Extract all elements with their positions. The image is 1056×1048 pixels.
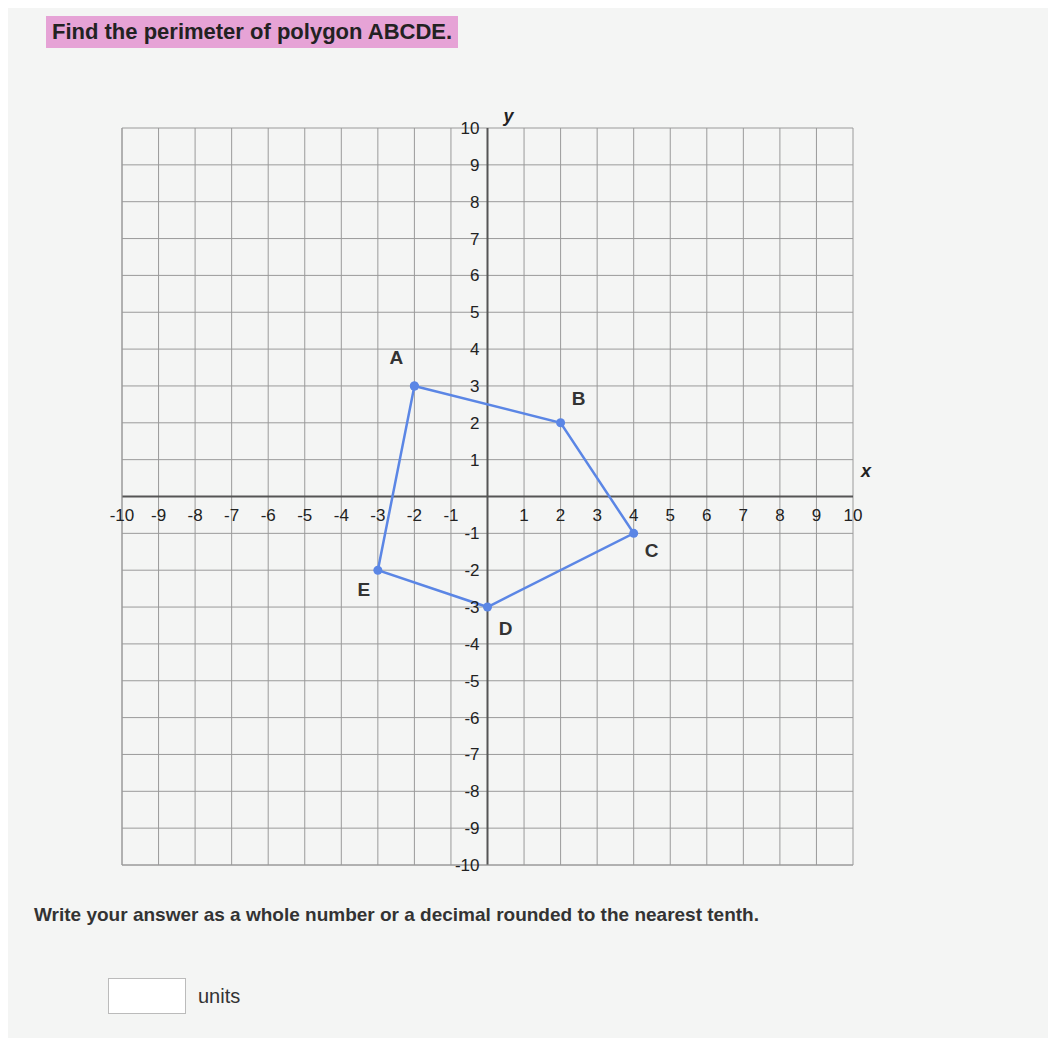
svg-text:5: 5 bbox=[666, 506, 675, 525]
html-text:x: x bbox=[861, 460, 871, 481]
svg-text:-2: -2 bbox=[407, 506, 422, 525]
svg-text:-6: -6 bbox=[464, 709, 479, 728]
html-text:units: units bbox=[198, 984, 241, 1007]
svg-text:B: B bbox=[572, 388, 586, 409]
svg-text:4: 4 bbox=[629, 506, 638, 525]
svg-text:-1: -1 bbox=[464, 524, 479, 543]
svg-text:4: 4 bbox=[470, 340, 479, 359]
svg-text:-4: -4 bbox=[464, 635, 479, 654]
svg-text:6: 6 bbox=[702, 506, 711, 525]
svg-text:-9: -9 bbox=[151, 506, 166, 525]
svg-text:-5: -5 bbox=[297, 506, 312, 525]
svg-text:-3: -3 bbox=[464, 598, 479, 617]
svg-text:E: E bbox=[358, 579, 371, 600]
svg-text:6: 6 bbox=[470, 266, 479, 285]
svg-text:D: D bbox=[499, 618, 513, 639]
svg-text:10: 10 bbox=[844, 506, 863, 525]
svg-text:C: C bbox=[645, 540, 659, 561]
svg-text:3: 3 bbox=[592, 506, 601, 525]
svg-text:A: A bbox=[390, 347, 404, 368]
svg-text:8: 8 bbox=[775, 506, 784, 525]
svg-text:-4: -4 bbox=[334, 506, 349, 525]
svg-text:10: 10 bbox=[461, 119, 480, 138]
svg-text:1: 1 bbox=[519, 506, 528, 525]
svg-text:-8: -8 bbox=[464, 782, 479, 801]
html-text:Find the perimeter of polygon: Find the perimeter of polygon ABCDE. bbox=[52, 19, 453, 44]
svg-text:7: 7 bbox=[470, 230, 479, 249]
svg-text:7: 7 bbox=[739, 506, 748, 525]
html-text:y: y bbox=[503, 106, 514, 126]
svg-text:9: 9 bbox=[812, 506, 821, 525]
svg-text:-6: -6 bbox=[261, 506, 276, 525]
svg-text:9: 9 bbox=[470, 156, 479, 175]
svg-text:-2: -2 bbox=[464, 561, 479, 580]
svg-text:-1: -1 bbox=[443, 506, 458, 525]
svg-text:3: 3 bbox=[470, 377, 479, 396]
svg-text:1: 1 bbox=[470, 451, 479, 470]
svg-text:2: 2 bbox=[470, 414, 479, 433]
svg-text:-8: -8 bbox=[188, 506, 203, 525]
svg-text:-10: -10 bbox=[110, 506, 135, 525]
svg-text:-3: -3 bbox=[370, 506, 385, 525]
svg-text:-10: -10 bbox=[455, 856, 480, 875]
svg-text:2: 2 bbox=[556, 506, 565, 525]
svg-text:8: 8 bbox=[470, 193, 479, 212]
svg-text:-5: -5 bbox=[464, 672, 479, 691]
svg-text:-7: -7 bbox=[464, 745, 479, 764]
html-text:Write your answer as a whole n: Write your answer as a whole number or a… bbox=[34, 904, 759, 925]
svg-text:-7: -7 bbox=[224, 506, 239, 525]
svg-text:5: 5 bbox=[470, 303, 479, 322]
svg-text:-9: -9 bbox=[464, 819, 479, 838]
